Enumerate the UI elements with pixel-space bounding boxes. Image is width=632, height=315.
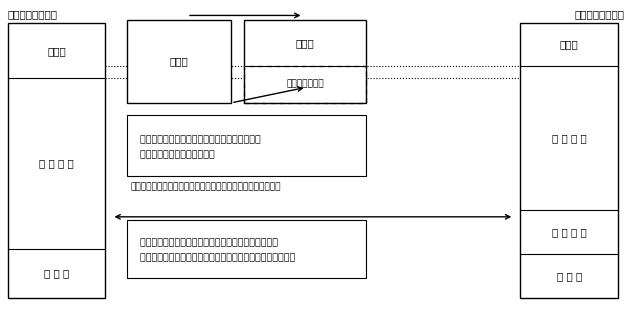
Text: 給 与 総 額: 給 与 総 額 [552,133,586,143]
Text: 給 与 総 額: 給 与 総 額 [39,158,74,169]
Text: 借入金がない場合: 借入金がない場合 [8,9,58,19]
Text: 借入金による支払利子が存在すれば、支払利子: 借入金による支払利子が存在すれば、支払利子 [133,135,260,144]
Bar [521,23,618,298]
Bar [8,23,105,298]
Bar [127,220,367,278]
Text: （同様に、給与総額及び賃借料についても同じ効果がある。）: （同様に、給与総額及び賃借料についても同じ効果がある。） [130,183,281,192]
Text: 有無にかかわらず変化しない（生産要素に対して中立的）。: 有無にかかわらず変化しない（生産要素に対して中立的）。 [133,254,295,263]
Text: 賃 借 料: 賃 借 料 [557,271,582,281]
Text: 借入金がある場合: 借入金がある場合 [574,9,624,19]
Text: 支 払 利 子: 支 払 利 子 [552,227,586,237]
Bar [244,20,367,103]
Text: 利　潤: 利 潤 [47,46,66,56]
Bar [127,20,231,103]
Text: 賃 借 料: 賃 借 料 [44,268,69,278]
Bar [127,115,367,176]
Text: 利　潤: 利 潤 [170,56,188,66]
Text: 支払利子相当分: 支払利子相当分 [286,80,324,89]
Bar [244,66,367,103]
Text: 利　潤: 利 潤 [560,40,579,49]
Text: 相当分だけ利潤が減少する。: 相当分だけ利潤が減少する。 [133,151,214,160]
Text: 利潤＋給与総額＋支払利子＋賃借料の額は、借入金の: 利潤＋給与総額＋支払利子＋賃借料の額は、借入金の [133,238,277,247]
Text: 利　潤: 利 潤 [296,38,314,48]
